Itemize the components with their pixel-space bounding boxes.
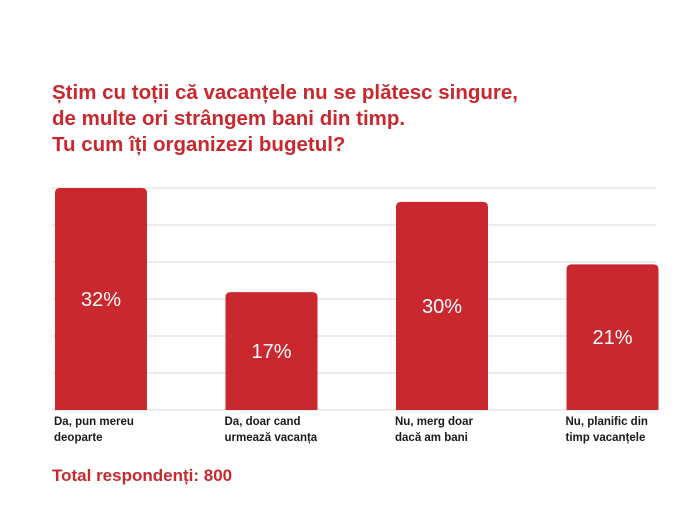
bar-value-label: 32% xyxy=(81,289,121,311)
category-label-line: deoparte xyxy=(54,432,103,444)
chart-title: Știm cu toții că vacanțele nu se plătesc… xyxy=(52,80,672,158)
category-label: Nu, planific din timp vacanțele xyxy=(566,414,686,446)
bar-value-label: 17% xyxy=(251,341,291,363)
bar-value-label: 21% xyxy=(592,327,632,349)
bar xyxy=(566,264,659,410)
category-label-line: Da, doar cand xyxy=(224,416,301,428)
title-line-3: Tu cum îți organizezi bugetul? xyxy=(52,133,346,156)
bar xyxy=(396,201,488,410)
category-label-line: Nu, merg doar xyxy=(395,416,473,428)
category-label: Da, doar cand urmează vacanța xyxy=(225,414,345,446)
title-line-2: de multe ori strângem bani din timp. xyxy=(52,107,406,130)
bar xyxy=(55,188,147,410)
bar-value-label: 30% xyxy=(422,296,462,318)
bar xyxy=(225,292,318,410)
category-label: Da, pun mereu deoparte xyxy=(54,414,174,446)
category-label-line: urmează vacanța xyxy=(224,432,318,444)
total-respondents: Total respondenți: 800 xyxy=(52,466,233,485)
bars: 32% 17% 30% 21% xyxy=(55,188,659,410)
category-label-line: Nu, planific din xyxy=(565,416,648,428)
gridlines xyxy=(52,187,656,411)
category-label-line: timp vacanțele xyxy=(565,432,646,444)
category-label-line: dacă am bani xyxy=(395,432,468,444)
category-label-line: Da, pun mereu xyxy=(54,416,134,428)
title-line-1: Știm cu toții că vacanțele nu se plătesc… xyxy=(52,81,518,104)
category-label: Nu, merg doar dacă am bani xyxy=(395,414,515,446)
